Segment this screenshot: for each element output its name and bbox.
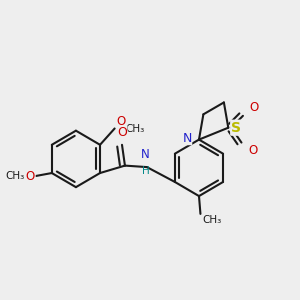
Text: S: S — [231, 121, 241, 135]
Text: N: N — [141, 148, 150, 160]
Text: O: O — [117, 126, 127, 139]
Text: O: O — [248, 144, 257, 157]
Text: CH₃: CH₃ — [5, 171, 25, 181]
Text: N: N — [182, 132, 192, 145]
Text: O: O — [116, 115, 125, 128]
Text: CH₃: CH₃ — [202, 215, 221, 225]
Text: O: O — [249, 101, 259, 114]
Text: H: H — [142, 166, 149, 176]
Text: CH₃: CH₃ — [125, 124, 144, 134]
Text: O: O — [26, 169, 35, 182]
